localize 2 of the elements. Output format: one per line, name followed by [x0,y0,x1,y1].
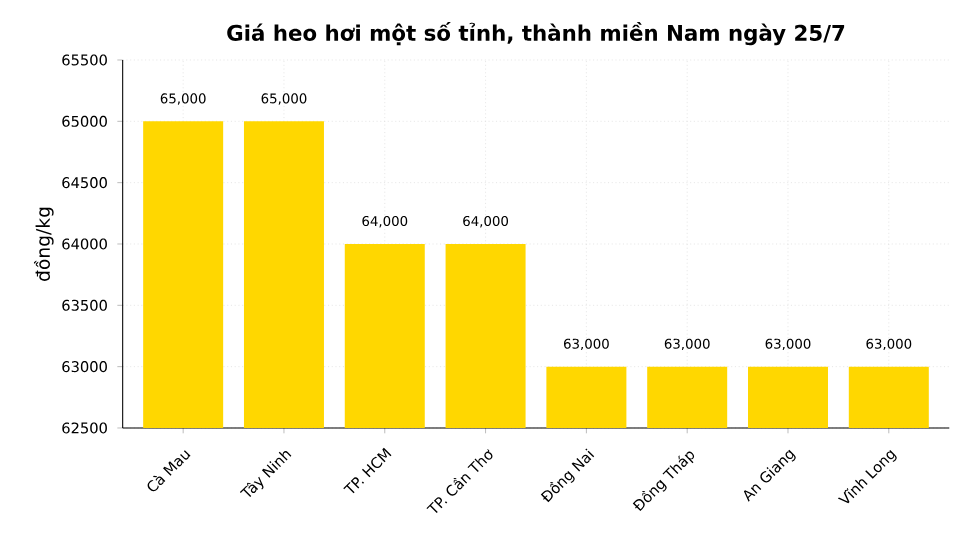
y-axis-title: đồng/kg [33,207,54,281]
chart-title: Giá heo hơi một số tỉnh, thành miền Nam ngày 25/7 [227,21,845,46]
